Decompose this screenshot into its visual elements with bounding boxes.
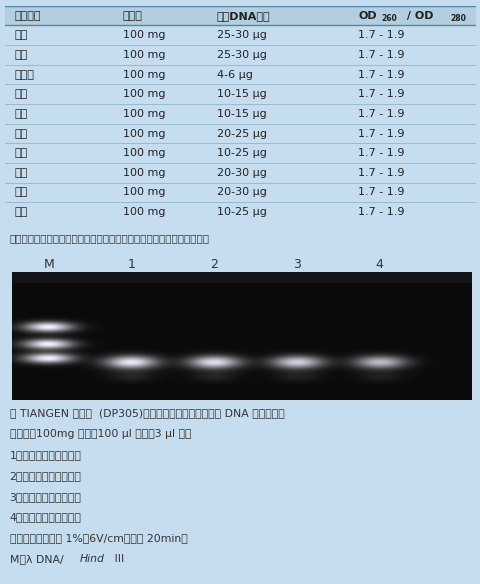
Text: 100 mg: 100 mg <box>122 89 165 99</box>
Text: 20-30 μg: 20-30 μg <box>216 187 266 197</box>
Text: 用 TIANGEN 试剂盒  (DP305)提取的各种植物组织基因组 DNA 电泳结果。: 用 TIANGEN 试剂盒 (DP305)提取的各种植物组织基因组 DNA 电泳… <box>10 408 284 418</box>
Text: 100 mg: 100 mg <box>122 187 165 197</box>
Text: 1.7 - 1.9: 1.7 - 1.9 <box>358 89 404 99</box>
Text: 起始量：100mg 叶片，100 μl 洗脱，3 μl 上样: 起始量：100mg 叶片，100 μl 洗脱，3 μl 上样 <box>10 429 191 439</box>
Text: 1.7 - 1.9: 1.7 - 1.9 <box>358 50 404 60</box>
Text: 1.7 - 1.9: 1.7 - 1.9 <box>358 30 404 40</box>
Text: 1：番茄新鲜幼嫩叶片；: 1：番茄新鲜幼嫩叶片； <box>10 450 81 460</box>
Text: OD: OD <box>358 11 376 20</box>
Text: M：λ DNA/: M：λ DNA/ <box>10 554 63 564</box>
Text: 3：茶叶新鲜幼嫩叶片；: 3：茶叶新鲜幼嫩叶片； <box>10 492 81 502</box>
Text: 10-25 μg: 10-25 μg <box>216 148 266 158</box>
Text: 平均DNA产量: 平均DNA产量 <box>216 11 270 20</box>
Text: 注：不同来源植物材料中基因组会有差异，以上所有材料均为幼嫩叶片。: 注：不同来源植物材料中基因组会有差异，以上所有材料均为幼嫩叶片。 <box>10 233 209 243</box>
Text: 1.7 - 1.9: 1.7 - 1.9 <box>358 128 404 138</box>
Bar <box>5 6 475 26</box>
Text: 100 mg: 100 mg <box>122 207 165 217</box>
Text: 100 mg: 100 mg <box>122 69 165 79</box>
Text: 100 mg: 100 mg <box>122 128 165 138</box>
Text: 1.7 - 1.9: 1.7 - 1.9 <box>358 109 404 119</box>
Text: 水稻: 水稻 <box>14 148 27 158</box>
Text: 1.7 - 1.9: 1.7 - 1.9 <box>358 187 404 197</box>
Text: III: III <box>110 554 124 564</box>
Text: 提取量: 提取量 <box>122 11 142 20</box>
Text: Hind: Hind <box>79 554 104 564</box>
Text: 20-25 μg: 20-25 μg <box>216 128 266 138</box>
Text: 松树: 松树 <box>14 50 27 60</box>
Text: 马铃薯: 马铃薯 <box>14 69 34 79</box>
Text: 1.7 - 1.9: 1.7 - 1.9 <box>358 168 404 178</box>
Text: 100 mg: 100 mg <box>122 168 165 178</box>
Text: 番茄: 番茄 <box>14 89 27 99</box>
Text: 280: 280 <box>449 15 465 23</box>
Text: 4：草莓新鲜幼嫩叶片；: 4：草莓新鲜幼嫩叶片； <box>10 513 81 523</box>
Text: 玉米: 玉米 <box>14 187 27 197</box>
Text: 3: 3 <box>292 258 300 271</box>
Text: 棉花: 棉花 <box>14 207 27 217</box>
Text: 小麦: 小麦 <box>14 30 27 40</box>
Text: 10-25 μg: 10-25 μg <box>216 207 266 217</box>
Text: 草莓: 草莓 <box>14 109 27 119</box>
Text: 1.7 - 1.9: 1.7 - 1.9 <box>358 148 404 158</box>
Text: 100 mg: 100 mg <box>122 50 165 60</box>
Text: 大豆: 大豆 <box>14 168 27 178</box>
Text: 10-15 μg: 10-15 μg <box>216 89 266 99</box>
Text: 1.7 - 1.9: 1.7 - 1.9 <box>358 207 404 217</box>
Text: 4-6 μg: 4-6 μg <box>216 69 252 79</box>
Text: / OD: / OD <box>402 11 433 20</box>
Text: 植物材料: 植物材料 <box>14 11 41 20</box>
Text: 2: 2 <box>210 258 217 271</box>
Text: M: M <box>43 258 54 271</box>
Text: 10-15 μg: 10-15 μg <box>216 109 266 119</box>
Text: 260: 260 <box>380 15 396 23</box>
Text: 1: 1 <box>127 258 135 271</box>
Text: 25-30 μg: 25-30 μg <box>216 50 266 60</box>
Text: 4: 4 <box>375 258 383 271</box>
Text: 1.7 - 1.9: 1.7 - 1.9 <box>358 69 404 79</box>
Text: 100 mg: 100 mg <box>122 109 165 119</box>
Text: 20-30 μg: 20-30 μg <box>216 168 266 178</box>
Text: 100 mg: 100 mg <box>122 30 165 40</box>
Text: 100 mg: 100 mg <box>122 148 165 158</box>
Text: 25-30 μg: 25-30 μg <box>216 30 266 40</box>
Text: 2：棉花新鲜幼嫩叶片；: 2：棉花新鲜幼嫩叶片； <box>10 471 81 481</box>
Text: 琼脂糖凝胶浓度为 1%，6V/cm，电泳 20min；: 琼脂糖凝胶浓度为 1%，6V/cm，电泳 20min； <box>10 533 187 543</box>
Text: 烟草: 烟草 <box>14 128 27 138</box>
